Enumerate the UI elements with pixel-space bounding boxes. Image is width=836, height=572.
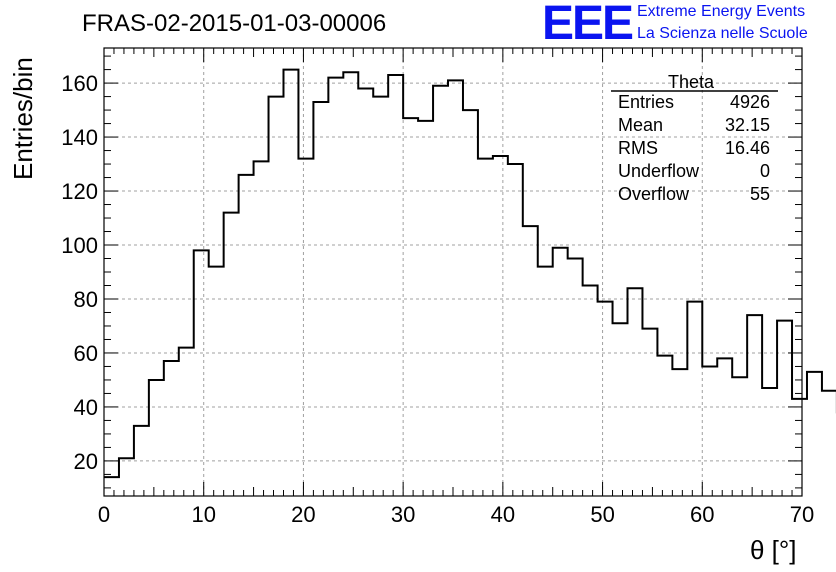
histogram-bin — [822, 391, 836, 496]
histogram-bin — [388, 75, 403, 496]
histogram-bin — [732, 377, 747, 496]
histogram-bin — [657, 356, 672, 496]
histogram-bin — [254, 161, 269, 496]
x-tick-label: 70 — [790, 502, 814, 527]
x-tick-label: 20 — [291, 502, 315, 527]
histogram-bin — [807, 372, 822, 496]
x-tick-label: 60 — [690, 502, 714, 527]
histogram-bars — [104, 68, 836, 496]
y-axis-label: Entries/bin — [8, 57, 38, 180]
x-tick-label: 40 — [491, 502, 515, 527]
histogram-bin — [343, 72, 358, 496]
histogram-bin — [687, 302, 702, 496]
x-tick-label: 0 — [98, 502, 110, 527]
histogram-bin — [179, 348, 194, 496]
y-tick-label: 140 — [61, 125, 98, 150]
histogram-bin — [553, 248, 568, 496]
histogram-bin — [523, 226, 538, 496]
eee-logo: EEE — [542, 0, 634, 50]
histogram-bin — [194, 250, 209, 496]
histogram-bin — [298, 159, 313, 496]
y-tick-label: 40 — [74, 395, 98, 420]
histogram-outline — [104, 68, 836, 479]
tick-labels: 0 10 20 30 40 50 60 70 20 40 60 80 100 120 140 160 — [61, 71, 814, 527]
histogram-bin — [418, 121, 433, 496]
stat-mean-label: Mean — [618, 115, 664, 135]
x-axis-label: θ [°] — [750, 535, 797, 565]
x-tick-label: 30 — [391, 502, 415, 527]
stat-entries-value: 4926 — [729, 92, 770, 112]
y-tick-label: 100 — [61, 233, 98, 258]
logo-line-2: La Scienza nelle Scuole — [637, 25, 808, 42]
stats-box-title: Theta — [668, 72, 715, 92]
histogram-bin — [224, 213, 239, 496]
histogram-bin — [358, 88, 373, 496]
histogram-bin — [583, 285, 598, 496]
logo-line-1: Extreme Energy Events — [637, 3, 806, 20]
histogram-bin — [328, 78, 343, 496]
histogram-bin — [164, 361, 179, 496]
histogram-bin — [568, 259, 583, 496]
histogram-bin — [538, 267, 553, 496]
histogram-bin — [433, 86, 448, 496]
histogram-bin — [239, 175, 254, 496]
stat-mean-value: 32.15 — [724, 115, 770, 135]
histogram-bin — [762, 388, 777, 496]
histogram-bin — [717, 358, 732, 496]
stat-entries-label: Entries — [618, 92, 675, 112]
histogram-bin — [119, 458, 134, 496]
histogram-bin — [628, 288, 643, 496]
y-tick-label: 160 — [61, 71, 98, 96]
histogram-bin — [149, 380, 164, 496]
histogram-bin — [104, 477, 119, 496]
histogram-bin — [448, 80, 463, 496]
histogram-bin — [493, 156, 508, 496]
histogram-bin — [463, 110, 478, 496]
histogram-bin — [777, 321, 792, 496]
histogram-bin — [613, 323, 628, 496]
histogram-bin — [508, 164, 523, 496]
x-tick-label: 50 — [590, 502, 614, 527]
histogram-bin — [403, 118, 418, 496]
stat-overflow-value: 55 — [749, 184, 770, 204]
stat-overflow-label: Overflow — [618, 184, 690, 204]
axes — [103, 47, 803, 497]
histogram-bin — [672, 369, 687, 496]
histogram-bin — [702, 366, 717, 496]
histogram-bin — [478, 159, 493, 496]
grid-lines — [104, 48, 802, 496]
chart-title: FRAS-02-2015-01-03-00006 — [82, 10, 387, 37]
histogram-bin — [283, 70, 298, 496]
histogram-bin — [373, 97, 388, 496]
histogram-bin — [598, 302, 613, 496]
plot-frame — [103, 47, 803, 497]
histogram-bin — [747, 315, 762, 496]
y-tick-label: 80 — [74, 287, 98, 312]
y-tick-label: 120 — [61, 179, 98, 204]
stat-rms-value: 16.46 — [724, 138, 770, 158]
stat-underflow-label: Underflow — [618, 161, 700, 181]
y-tick-label: 20 — [74, 449, 98, 474]
x-tick-label: 10 — [191, 502, 215, 527]
histogram-bin — [269, 97, 284, 496]
stat-underflow-value: 0 — [759, 161, 770, 181]
histogram-bin — [642, 329, 657, 496]
histogram-bin — [209, 267, 224, 496]
y-tick-label: 60 — [74, 341, 98, 366]
stat-rms-label: RMS — [618, 138, 658, 158]
